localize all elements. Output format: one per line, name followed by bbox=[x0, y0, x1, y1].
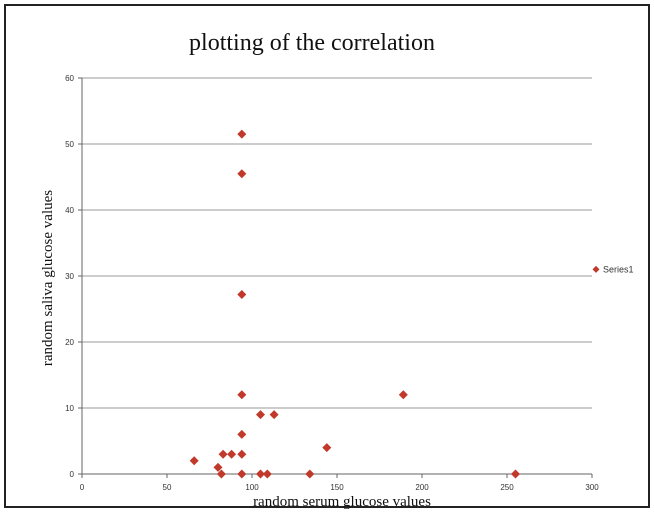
data-point bbox=[237, 289, 247, 299]
data-points bbox=[189, 129, 520, 479]
data-point bbox=[237, 449, 247, 459]
data-point bbox=[237, 469, 247, 479]
y-tick-label: 60 bbox=[65, 74, 74, 83]
data-point bbox=[237, 129, 247, 139]
data-point bbox=[322, 443, 332, 453]
y-tick-label: 30 bbox=[65, 272, 74, 281]
x-tick-label: 100 bbox=[245, 483, 259, 492]
axes bbox=[78, 77, 593, 478]
y-tick-label: 50 bbox=[65, 140, 74, 149]
x-tick-label: 300 bbox=[585, 483, 599, 492]
data-point bbox=[237, 169, 247, 179]
y-tick-label: 40 bbox=[65, 206, 74, 215]
data-point bbox=[262, 469, 272, 479]
x-axis-label: random serum glucose values bbox=[253, 494, 431, 510]
data-point bbox=[269, 410, 279, 420]
legend-marker bbox=[592, 265, 600, 273]
legend: Series1 bbox=[592, 264, 634, 274]
data-point bbox=[398, 390, 408, 400]
data-point bbox=[213, 462, 223, 472]
x-tick-label: 150 bbox=[330, 483, 344, 492]
data-point bbox=[189, 456, 199, 466]
x-tick-label: 250 bbox=[500, 483, 514, 492]
gridlines bbox=[82, 77, 592, 409]
data-point bbox=[511, 469, 520, 479]
legend-label: Series1 bbox=[603, 264, 634, 274]
y-tick-label: 20 bbox=[65, 338, 74, 347]
data-point bbox=[227, 449, 237, 459]
y-axis-label: random saliva glucose values bbox=[40, 190, 56, 366]
y-tick-label: 0 bbox=[70, 470, 75, 479]
x-tick-label: 200 bbox=[415, 483, 429, 492]
tick-labels: 0 10 20 30 40 50 60 0 50 100 150 200 250 300 bbox=[65, 74, 599, 492]
y-tick-label: 10 bbox=[65, 404, 74, 413]
chart-frame: plotting of the correlation 0 10 20 30 40 50 6… bbox=[4, 4, 650, 510]
scatter-chart: plotting of the correlation 0 10 20 30 40 50 6… bbox=[40, 30, 634, 510]
x-tick-label: 50 bbox=[163, 483, 172, 492]
data-point bbox=[305, 469, 315, 479]
data-point bbox=[237, 390, 247, 400]
data-point bbox=[237, 429, 247, 439]
data-point bbox=[256, 410, 265, 420]
data-point bbox=[256, 469, 265, 479]
data-point bbox=[218, 449, 228, 459]
x-tick-label: 0 bbox=[80, 483, 85, 492]
chart-title: plotting of the correlation bbox=[189, 30, 435, 56]
data-point bbox=[216, 469, 226, 479]
